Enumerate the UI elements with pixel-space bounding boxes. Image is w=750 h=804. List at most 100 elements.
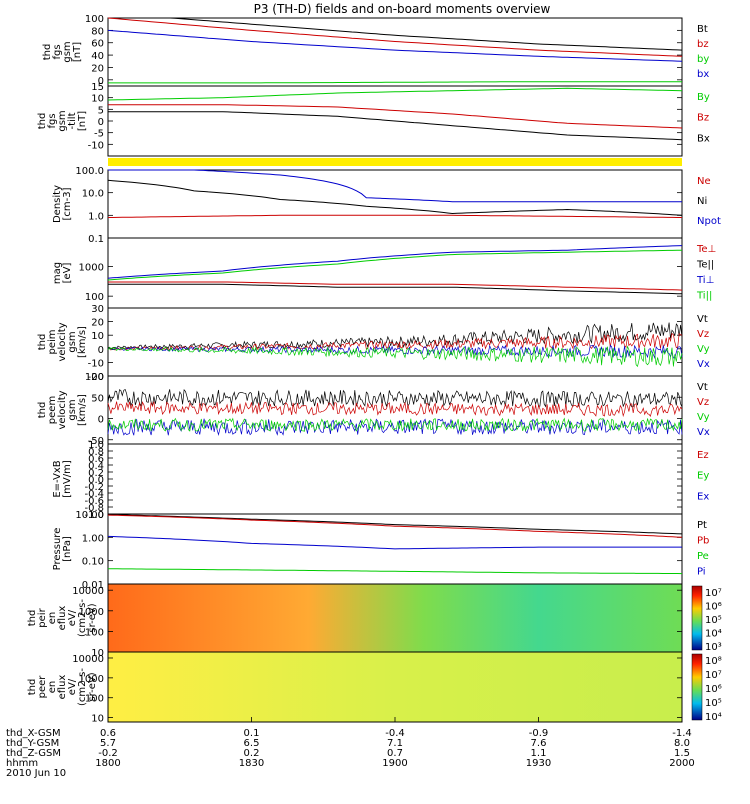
legend-label: Vz — [697, 397, 709, 408]
series-line-by — [108, 81, 682, 84]
series-line-Pb — [107, 514, 683, 538]
series-line-Ti|| — [107, 249, 683, 281]
panel-4: 1000 100 mag[eV] Te⊥ Te|| Ti⊥ Ti|| — [52, 237, 716, 309]
x-annotation-value: -0.2 — [98, 748, 118, 759]
legend-label: bz — [697, 39, 709, 50]
yellow-separator-bar — [108, 158, 682, 166]
series-trace-Vx — [107, 344, 683, 359]
y-tick-label: -5 — [94, 129, 104, 140]
series-line-By — [107, 87, 683, 101]
y-tick-label: 0 — [98, 345, 104, 356]
legend-label: Vx — [697, 359, 710, 370]
panel-5: 3020100-10-20thdpeimvelocitygsm[km/s]VtV… — [37, 304, 710, 383]
series-trace-Vt — [107, 388, 683, 408]
panels: 100806040200thdfgsgsm[nT]Btbzbybx151050-… — [27, 14, 722, 725]
panel-frame — [107, 307, 683, 377]
legend-label: Ti⊥ — [696, 275, 714, 286]
y-tick-label: 15 — [91, 82, 104, 93]
y-tick-label: 10000 — [72, 654, 104, 665]
y-tick-label: 0.1 — [88, 234, 104, 245]
y-tick-label: 40 — [91, 51, 104, 62]
colorbar-tick-label: 10⁷ — [705, 588, 722, 599]
y-tick-label: 0.6 — [88, 454, 104, 465]
legend-label: Ne — [697, 176, 711, 187]
y-tick-label: -10 — [88, 358, 104, 369]
x-annotation-row-label: thd_X-GSM — [6, 728, 61, 739]
series-trace-Vy — [107, 345, 683, 368]
x-annotation-row-label: hhmm — [6, 758, 38, 769]
colorbar — [691, 585, 703, 651]
y-tick-label: 100 — [85, 14, 104, 25]
x-annotation-value: 5.7 — [100, 738, 116, 749]
y-axis-label: thdpeemvelocitygsm[km/s] — [37, 390, 88, 429]
colorbar-tick-label: 10³ — [705, 642, 722, 653]
series-line-Npot — [108, 169, 682, 203]
series-line-Bx — [108, 111, 683, 141]
legend-label: Bx — [697, 133, 710, 144]
x-annotation-value: 0.6 — [100, 728, 116, 739]
x-annotation-value: 7.6 — [531, 738, 547, 749]
y-tick-label: 60 — [91, 39, 104, 50]
series-line-Ni — [107, 179, 683, 216]
x-annotation-value: 1800 — [95, 758, 120, 769]
x-annotation-value: 1.5 — [674, 748, 690, 759]
x-annotation-value: 6.5 — [244, 738, 260, 749]
x-annotation-value: 0.7 — [387, 748, 403, 759]
panel-3: 100.0 10.0 1.0 0.1 Density[cm-3] Ne Ni Npot — [52, 166, 721, 245]
y-tick-label: 1000 — [79, 607, 104, 618]
y-axis-label: thdfgsgsm[nT] — [42, 41, 83, 62]
y-axis-label: Density[cm-3] — [52, 185, 73, 223]
colorbar-tick-label: 10⁴ — [705, 629, 722, 640]
y-tick-label: -0.2 — [84, 482, 104, 493]
y-tick-label: 100 — [85, 627, 104, 638]
y-axis-label: thdfgsgsm-tilt[nT] — [37, 110, 88, 131]
y-tick-label: 0 — [98, 415, 104, 426]
colorbar — [691, 653, 703, 721]
x-annotation-value: -0.4 — [385, 728, 405, 739]
y-axis-label: mag[eV] — [52, 262, 73, 284]
legend-label: Ey — [697, 471, 709, 482]
legend-label: Pb — [697, 536, 709, 547]
y-axis-label: thdpeirenefluxeV/(cm2-s-sr-eV) — [27, 599, 98, 637]
y-tick-label: 10 — [91, 94, 104, 105]
y-tick-label: 10.0 — [82, 189, 104, 200]
legend-label: Ex — [697, 491, 709, 502]
y-tick-label: 0 — [98, 117, 104, 128]
series-line-Te⊥ — [108, 281, 683, 291]
y-tick-label: -0.4 — [84, 489, 104, 500]
legend-label: Bz — [697, 113, 709, 124]
panel-7: 1.00.80.60.40.20.0-0.2-0.4-0.6-0.8-1.0 E=… — [52, 440, 709, 521]
x-axis-date: 2010 Jun 10 — [6, 768, 66, 779]
panel-10: 10⁸ 10⁷ 10⁶ 10⁵ 10⁴ 10000 1000 100 10 thdpeerenef… — [27, 651, 722, 725]
legend-label: Vx — [697, 427, 710, 438]
y-tick-label: 1.0 — [88, 211, 104, 222]
x-annotation-value: 1830 — [239, 758, 264, 769]
series-line-Bt — [108, 17, 683, 51]
series-line-Te|| — [108, 283, 683, 295]
legend-label: Pe — [697, 551, 709, 562]
legend-label: Vy — [697, 344, 710, 355]
y-tick-label: 0.2 — [88, 468, 104, 479]
y-tick-label: -0.8 — [84, 503, 104, 514]
colorbar-tick-label: 10⁸ — [705, 656, 722, 667]
series-line-bx — [107, 29, 683, 62]
y-axis-label: thdpeerenefluxeV/(cm2-s-sr-eV) — [27, 668, 98, 706]
y-tick-label: 50 — [91, 393, 104, 404]
panel-frame — [107, 169, 683, 239]
colorbar-tick-label: 10⁶ — [705, 684, 722, 695]
y-tick-label: 1.00 — [82, 533, 104, 544]
series-trace-Vy — [107, 417, 683, 432]
panel-8: 10.00 1.00 0.10 0.01 Pressure[nPa] Pt Pb Pe Pi — [52, 510, 709, 591]
y-tick-label: 100 — [85, 292, 104, 303]
x-annotation-value: 0.2 — [244, 748, 260, 759]
y-tick-label: 1.0 — [88, 440, 104, 451]
panel-frame — [107, 375, 683, 445]
y-axis-label: thdpeimvelocitygsm[km/s] — [37, 322, 88, 361]
y-tick-label: 1000 — [79, 674, 104, 685]
y-tick-label: 0.4 — [88, 461, 104, 472]
legend-label: Vz — [697, 329, 709, 340]
y-tick-label: 80 — [91, 26, 104, 37]
